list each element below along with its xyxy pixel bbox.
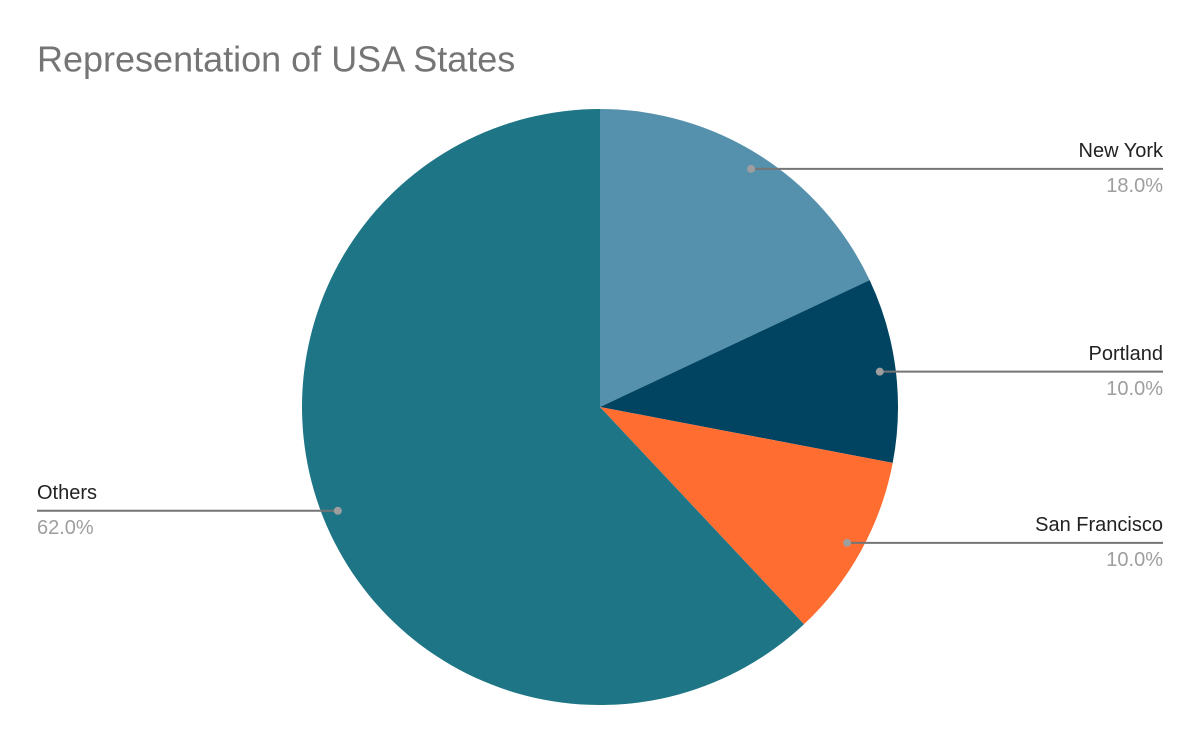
slice-label: Others bbox=[37, 482, 97, 504]
callout-dot bbox=[843, 538, 852, 547]
value-label: 62.0% bbox=[37, 517, 94, 539]
slice-label: New York bbox=[1079, 140, 1164, 162]
slice-label: Portland bbox=[1089, 343, 1164, 365]
value-label: 10.0% bbox=[1106, 549, 1163, 571]
callout-dot bbox=[875, 367, 884, 376]
pie-slice bbox=[600, 109, 870, 407]
pie-slice bbox=[301, 109, 804, 705]
pie-slice bbox=[600, 407, 893, 625]
pie-slice bbox=[600, 280, 899, 463]
callout-dot bbox=[333, 506, 342, 515]
value-label: 18.0% bbox=[1106, 175, 1163, 197]
chart-title: Representation of USA States bbox=[37, 39, 515, 80]
value-label: 10.0% bbox=[1106, 378, 1163, 400]
slice-label: San Francisco bbox=[1035, 514, 1163, 536]
callout-dot bbox=[747, 164, 756, 173]
